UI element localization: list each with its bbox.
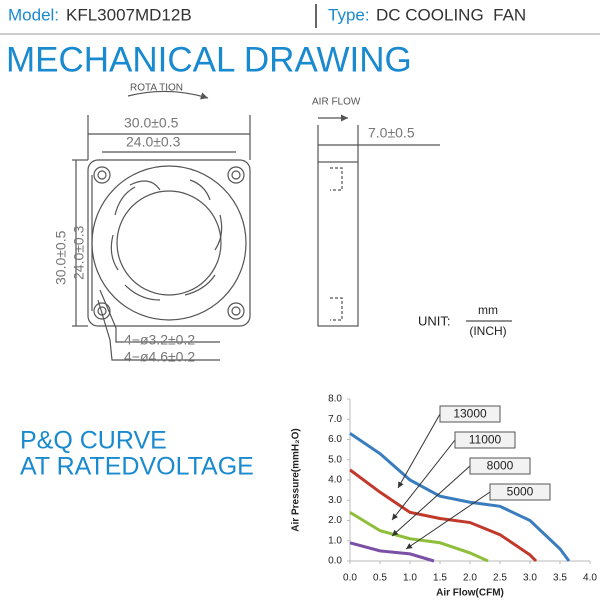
unit-label: UNIT: [418, 313, 451, 328]
x-tick-label: 0.0 [343, 573, 357, 584]
y-tick-label: 0.0 [328, 556, 342, 567]
x-tick-label: 2.0 [463, 573, 477, 584]
legend-box [439, 405, 501, 423]
x-axis-label: Air Flow(CFM) [436, 588, 504, 599]
drawing-title: MECHANICAL DRAWING [6, 40, 412, 79]
legend-box [489, 483, 551, 501]
x-tick-label: 4.0 [583, 573, 597, 584]
y-tick-label: 1.0 [328, 535, 342, 546]
y-tick-label: 7.0 [328, 414, 342, 425]
type: DC COOLING FAN [376, 5, 526, 24]
legend-pointer [405, 491, 491, 550]
fan-side-view [317, 114, 440, 327]
legend-pointer [397, 413, 441, 489]
unit-top: mm [478, 303, 498, 317]
y-tick-label: 5.0 [328, 454, 342, 465]
legend-pointer [391, 439, 456, 521]
hole-large: 4−ø4.6±0.2 [124, 349, 195, 365]
hole-pitch: 24.0±0.3 [126, 134, 181, 150]
thickness: 7.0±0.5 [368, 125, 415, 141]
y-tick-label: 6.0 [328, 434, 342, 445]
legend-label: 8000 [487, 459, 514, 473]
rotation-label: ROTA TION [130, 83, 183, 94]
x-tick-label: 3.0 [523, 573, 537, 584]
pq-title: AT RATEDVOLTAGE [20, 453, 254, 481]
legend-box [469, 457, 531, 475]
y-axis-label: Air Pressure(mmH₂O) [291, 428, 302, 531]
hole-small: 4−ø3.2±0.2 [124, 332, 195, 348]
outer-size: 30.0±0.5 [124, 115, 179, 131]
fan-front-view [72, 90, 251, 361]
y-tick-label: 2.0 [328, 515, 342, 526]
pq-title: P&Q CURVE [20, 427, 167, 455]
legend-label: 11000 [469, 433, 502, 447]
type-label: Type: [328, 5, 370, 24]
series-line [349, 468, 538, 563]
hole-pitch-vertical: 24.0±0.3 [71, 225, 87, 280]
series-line [349, 511, 489, 563]
outer-size-vertical: 30.0±0.5 [53, 230, 69, 285]
y-tick-label: 8.0 [328, 394, 342, 405]
series-line [349, 432, 571, 562]
legend-label: 13000 [453, 407, 487, 421]
x-tick-label: 1.0 [403, 573, 417, 584]
model: KFL3007MD12B [66, 5, 192, 24]
x-tick-label: 0.5 [373, 573, 387, 584]
x-tick-label: 1.5 [433, 573, 447, 584]
model-label: Model: [8, 5, 59, 24]
legend-label: 5000 [507, 485, 534, 499]
chart: 0.0 1.0 2.0 3.0 4.0 5.0 6.0 7.0 8.0 0.0 0.5 1.0 1.5 2… [291, 394, 598, 599]
x-tick-label: 2.5 [493, 573, 507, 584]
legend-box [454, 431, 516, 449]
air-flow-label: AIR FLOW [312, 97, 361, 108]
legend-pointer [391, 465, 471, 537]
y-tick-label: 4.0 [328, 475, 342, 486]
y-tick-label: 3.0 [328, 495, 342, 506]
unit-bottom: (INCH) [469, 324, 506, 338]
x-tick-label: 3.5 [553, 573, 567, 584]
series-line [349, 541, 435, 563]
